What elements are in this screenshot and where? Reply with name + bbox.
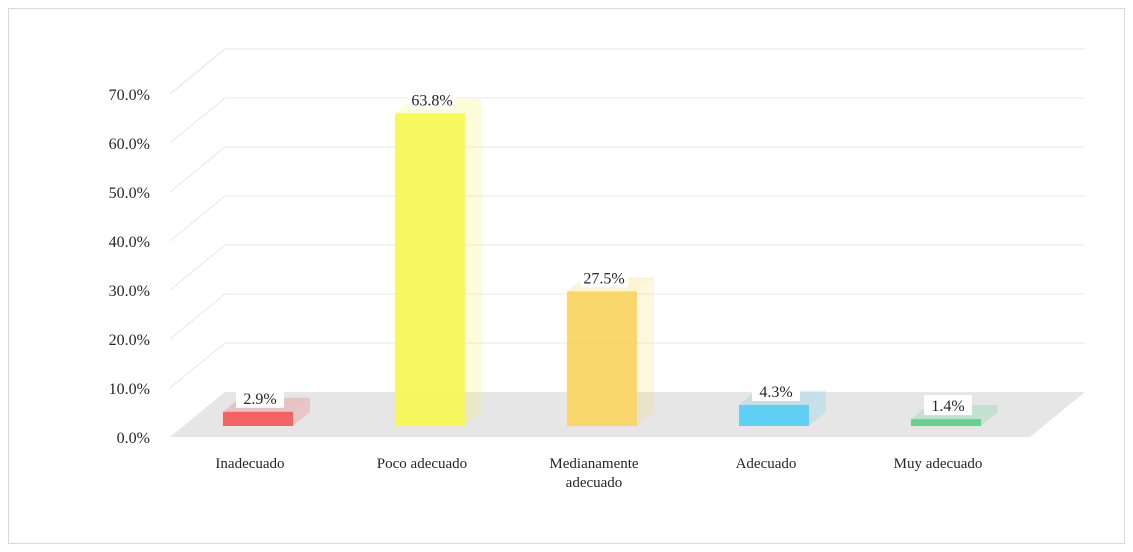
bar-side — [809, 390, 826, 426]
y-tick-label: 70.0% — [109, 87, 150, 104]
x-category-label: adecuado — [566, 475, 623, 491]
data-label: 63.8% — [411, 92, 452, 109]
bar — [911, 419, 981, 426]
data-label-box — [580, 267, 628, 288]
data-label-box — [408, 89, 456, 110]
data-label: 4.3% — [759, 384, 792, 401]
bar-side — [293, 397, 310, 426]
bar — [739, 404, 809, 426]
x-category-label: Inadecuado — [215, 456, 284, 472]
bar — [395, 113, 465, 426]
gridline-side — [169, 195, 226, 242]
data-label-box — [236, 387, 284, 408]
x-category-label: Muy adecuado — [894, 456, 983, 472]
y-tick-label: 40.0% — [109, 234, 150, 251]
bar-side — [465, 99, 482, 426]
y-axis-tick-labels: 0.0% 10.0% 20.0% 30.0% 40.0% 50.0% 60.0% 70.0% — [109, 87, 150, 447]
y-tick-label: 10.0% — [109, 381, 150, 398]
gridline-side — [169, 146, 226, 193]
bar-side — [637, 277, 654, 426]
data-label-box — [752, 380, 800, 401]
bar-side — [981, 405, 998, 426]
data-labels: 2.9% 63.8% 27.5% 4.3% 1.4% — [236, 89, 972, 416]
gridline-side — [169, 342, 226, 389]
y-tick-label: 20.0% — [109, 332, 150, 349]
x-category-label: Poco adecuado — [377, 456, 467, 472]
y-tick-label: 30.0% — [109, 283, 150, 300]
data-label: 2.9% — [243, 391, 276, 408]
y-tick-label: 60.0% — [109, 136, 150, 153]
bar — [223, 411, 293, 426]
data-label: 1.4% — [931, 398, 964, 415]
gridline-side — [169, 293, 226, 340]
x-axis-category-labels: Inadecuado Poco adecuado Medianamente adecu… — [215, 456, 982, 491]
x-category-label: Medianamente — [549, 456, 638, 472]
gridline-side — [169, 244, 226, 291]
gridline-side — [169, 48, 226, 95]
data-label: 27.5% — [583, 270, 624, 287]
chart-frame — [8, 8, 1125, 544]
y-tick-label: 50.0% — [109, 185, 150, 202]
y-tick-label: 0.0% — [117, 430, 150, 447]
gridline-side — [169, 97, 226, 144]
data-label-box — [924, 395, 972, 416]
x-category-label: Adecuado — [736, 456, 797, 472]
bar — [567, 291, 637, 426]
bars — [223, 99, 998, 426]
